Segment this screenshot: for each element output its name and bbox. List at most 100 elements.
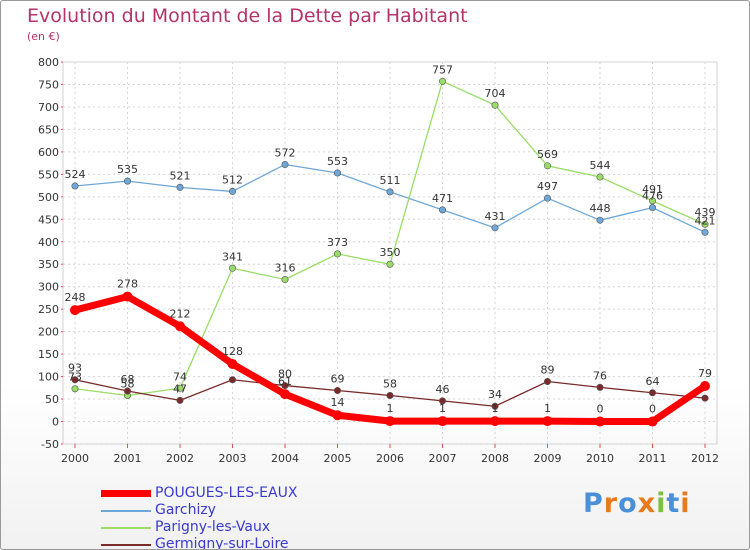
- y-tick-label: 750: [38, 78, 59, 91]
- data-point: [647, 416, 658, 427]
- data-label: 497: [537, 180, 558, 193]
- data-point: [176, 384, 184, 392]
- data-label: 128: [222, 345, 243, 358]
- legend-label: Germigny-sur-Loire: [155, 536, 289, 550]
- x-tick-label: 2000: [61, 452, 89, 465]
- data-label: 569: [537, 148, 558, 161]
- logo-letter: r: [603, 488, 619, 519]
- data-label: 511: [380, 174, 401, 187]
- data-point: [491, 224, 499, 232]
- data-label: 0: [597, 403, 604, 416]
- legend-swatch: [101, 544, 151, 546]
- data-point: [543, 378, 551, 386]
- data-label: 521: [170, 169, 191, 182]
- data-label: 476: [642, 190, 663, 203]
- data-point: [124, 177, 132, 185]
- data-label: 69: [331, 373, 345, 386]
- data-point: [176, 183, 184, 191]
- y-tick-label: -50: [41, 438, 59, 451]
- x-tick-label: 2011: [639, 452, 667, 465]
- data-label: 439: [695, 206, 716, 219]
- chart-title: Evolution du Montant de la Dette par Hab…: [27, 5, 468, 27]
- data-point: [596, 173, 604, 181]
- data-label: 64: [646, 375, 660, 388]
- data-label: 0: [649, 403, 656, 416]
- data-point: [701, 220, 709, 228]
- data-point: [71, 376, 79, 384]
- data-point: [385, 416, 395, 427]
- data-label: 1: [544, 402, 551, 415]
- data-label: 373: [327, 236, 348, 249]
- data-label: 1: [387, 402, 394, 415]
- data-point: [701, 394, 709, 402]
- data-point: [596, 383, 604, 391]
- data-label: 524: [65, 168, 86, 181]
- data-label: 431: [485, 210, 506, 223]
- data-label: 14: [331, 396, 345, 409]
- legend-swatch: [101, 490, 151, 497]
- x-tick-label: 2007: [429, 452, 457, 465]
- x-tick-label: 2010: [586, 452, 614, 465]
- x-tick-label: 2005: [324, 452, 352, 465]
- y-tick-label: 350: [38, 258, 59, 271]
- data-point: [281, 160, 289, 168]
- logo-letter: t: [666, 488, 681, 519]
- data-label: 46: [436, 383, 450, 396]
- y-axis: -50 0 50 100 150 200 250 300 350 400 450 500 550 600 6…: [38, 56, 63, 451]
- data-label: 350: [380, 246, 401, 259]
- data-label: 512: [222, 173, 243, 186]
- data-point: [70, 305, 80, 316]
- legend-label: Parigny-les-Vaux: [155, 519, 271, 535]
- data-label: 572: [275, 146, 296, 159]
- y-tick-label: 650: [38, 123, 59, 136]
- data-point: [701, 228, 709, 236]
- y-tick-label: 500: [38, 191, 59, 204]
- data-label: 544: [590, 159, 611, 172]
- x-tick-label: 2003: [219, 452, 247, 465]
- data-point: [281, 382, 289, 390]
- data-label: 471: [432, 192, 453, 205]
- data-label: 704: [485, 87, 506, 100]
- data-point: [648, 389, 656, 397]
- data-label: 448: [590, 202, 611, 215]
- data-label: 757: [432, 63, 453, 76]
- data-point: [124, 387, 132, 395]
- x-tick-label: 2008: [481, 452, 509, 465]
- data-label: 341: [222, 250, 243, 263]
- series-layer: [70, 77, 710, 427]
- data-point: [700, 381, 710, 392]
- chart-subtitle: (en €): [27, 30, 60, 43]
- data-label: 79: [698, 367, 712, 380]
- data-point: [386, 260, 394, 268]
- data-label: 76: [593, 369, 607, 382]
- x-axis: 2000 2001 2002 2003 2004 2005 2006 2007 2008 2009…: [61, 444, 719, 465]
- data-label: 47: [173, 382, 187, 395]
- y-tick-label: 50: [45, 393, 59, 406]
- data-label: 535: [117, 163, 138, 176]
- logo-letter: i: [680, 488, 691, 519]
- legend-swatch: [101, 510, 151, 512]
- data-point: [491, 402, 499, 410]
- data-point: [438, 397, 446, 405]
- data-point: [595, 416, 605, 427]
- y-tick-label: 300: [38, 281, 59, 294]
- data-label: 58: [383, 377, 397, 390]
- data-point: [648, 197, 656, 205]
- data-label: 73: [68, 371, 82, 384]
- data-point: [175, 321, 185, 332]
- data-label: 89: [541, 364, 555, 377]
- data-point: [543, 162, 551, 170]
- x-tick-label: 2012: [691, 452, 719, 465]
- data-point: [596, 216, 604, 224]
- data-point: [281, 276, 289, 284]
- data-point: [490, 416, 500, 427]
- data-point: [491, 101, 499, 109]
- x-tick-label: 2002: [166, 452, 194, 465]
- logo-letter: P: [583, 488, 604, 519]
- data-point: [333, 387, 341, 395]
- data-point: [543, 194, 551, 202]
- y-tick-label: 450: [38, 213, 59, 226]
- data-label: 1: [492, 402, 499, 415]
- y-tick-label: 600: [38, 146, 59, 159]
- data-point: [438, 206, 446, 214]
